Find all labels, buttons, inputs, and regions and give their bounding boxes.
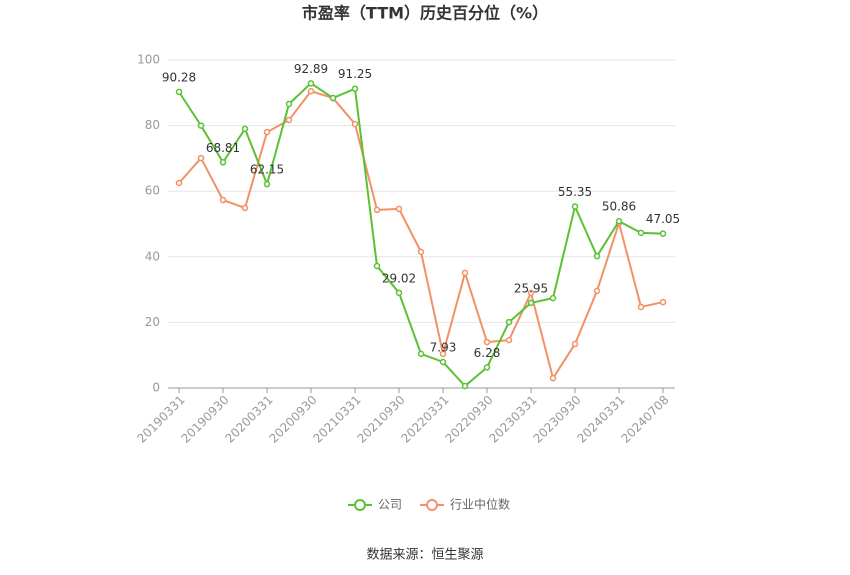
data-point: [263, 128, 271, 136]
data-label: 6.28: [474, 346, 501, 360]
data-point: [659, 298, 667, 306]
data-point: [483, 364, 491, 371]
data-point: [549, 294, 557, 302]
data-label: 55.35: [558, 185, 592, 199]
data-point: [197, 154, 205, 162]
data-point: [263, 180, 271, 188]
data-label: 47.05: [646, 212, 680, 226]
data-label: 50.86: [602, 200, 636, 214]
data-point: [329, 94, 337, 102]
data-point: [439, 350, 447, 358]
series-line: [178, 89, 664, 381]
data-point: [373, 262, 381, 270]
data-label: 68.81: [206, 141, 240, 155]
data-point: [417, 350, 425, 358]
data-label: 90.28: [162, 70, 196, 84]
data-point: [439, 358, 447, 366]
data-point: [175, 88, 183, 96]
data-point: [219, 159, 227, 166]
data-point: [571, 340, 579, 348]
y-tick-label: 60: [145, 184, 160, 198]
data-point: [197, 122, 205, 129]
data-label: 29.02: [382, 271, 416, 285]
legend-label: 行业中位数: [450, 497, 510, 512]
data-point: [593, 287, 601, 295]
data-point: [527, 299, 535, 307]
series-line: [178, 82, 664, 388]
data-point: [285, 116, 293, 124]
data-point: [241, 204, 249, 212]
data-point: [351, 85, 359, 92]
data-point: [637, 229, 645, 237]
legend-label: 公司: [378, 498, 402, 512]
y-tick-label: 80: [145, 118, 160, 132]
data-point: [549, 374, 557, 382]
data-point: [175, 179, 183, 187]
y-tick-label: 100: [137, 53, 160, 67]
data-label: 92.89: [294, 62, 328, 76]
data-point: [461, 382, 469, 390]
data-point: [659, 230, 667, 237]
y-tick-label: 20: [145, 315, 160, 329]
data-label: 91.25: [338, 67, 372, 81]
chart-title: 市盈率（TTM）历史百分位（%）: [302, 4, 548, 23]
y-tick-label: 0: [152, 381, 160, 395]
data-point: [395, 205, 403, 213]
data-point: [461, 269, 469, 277]
data-point: [417, 248, 425, 256]
data-point: [307, 87, 315, 95]
data-point: [483, 338, 491, 346]
data-point: [571, 203, 579, 210]
data-point: [351, 120, 359, 128]
data-point: [505, 336, 513, 344]
data-point: [527, 289, 535, 297]
data-point: [285, 100, 293, 108]
legend-marker: [426, 499, 439, 511]
legend-marker: [354, 499, 366, 511]
data-point: [241, 125, 249, 133]
data-point: [219, 196, 227, 204]
data-label: 25.95: [514, 281, 548, 295]
data-point: [307, 80, 315, 87]
data-point: [637, 303, 645, 311]
data-point: [593, 252, 601, 260]
data-point: [615, 217, 623, 225]
data-label: 7.93: [430, 340, 457, 354]
y-tick-label: 40: [145, 249, 160, 263]
data-point: [373, 206, 381, 214]
data-point: [395, 289, 403, 297]
data-label: 62.15: [250, 163, 284, 177]
source: 数据来源：恒生聚源: [366, 548, 483, 563]
data-point: [505, 318, 513, 326]
x-tick-label: 20240708: [619, 393, 672, 446]
